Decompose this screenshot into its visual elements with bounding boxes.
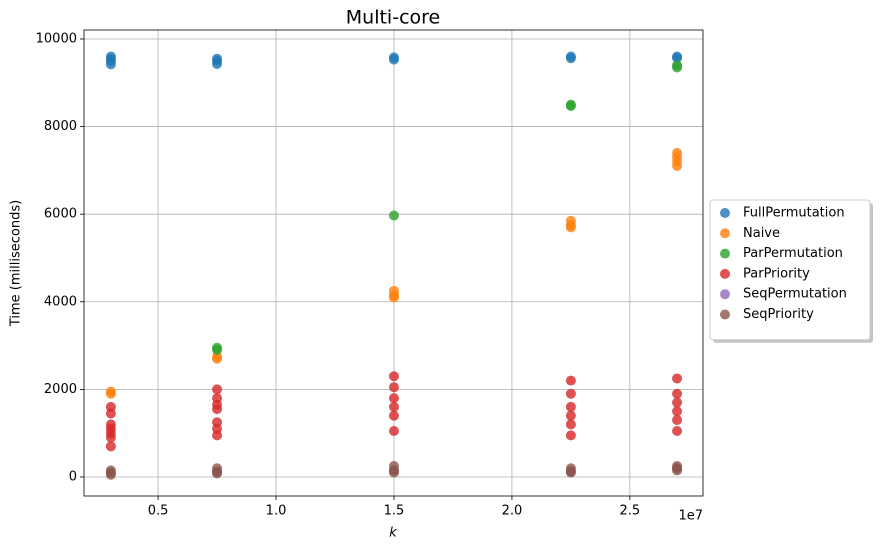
- point: [388, 401, 399, 412]
- point: [212, 353, 223, 364]
- point: [672, 161, 683, 172]
- point: [105, 432, 116, 443]
- point: [672, 397, 683, 408]
- point: [105, 388, 116, 399]
- point: [672, 62, 683, 73]
- y-tick-label: 6000: [44, 207, 77, 222]
- point: [212, 344, 223, 355]
- point: [388, 393, 399, 404]
- point: [388, 292, 399, 303]
- point: [105, 408, 116, 419]
- chart-title: Multi-core: [346, 7, 440, 29]
- x-tick-label: 0.5: [148, 504, 169, 519]
- point: [565, 53, 576, 64]
- point: [105, 59, 116, 70]
- y-tick-label: 10000: [36, 31, 77, 46]
- legend-label: ParPermutation: [743, 246, 843, 261]
- y-tick-label: 0: [69, 469, 77, 484]
- point: [565, 375, 576, 386]
- point: [388, 467, 399, 478]
- point: [388, 382, 399, 393]
- legend-label: Naive: [743, 226, 780, 241]
- point: [105, 469, 116, 480]
- legend-box: [709, 199, 871, 341]
- legend-marker: [720, 268, 730, 279]
- legend-marker: [720, 228, 730, 239]
- y-tick-label: 2000: [44, 382, 77, 397]
- legend-marker: [720, 289, 730, 300]
- point: [565, 410, 576, 421]
- point: [672, 465, 683, 476]
- point: [212, 430, 223, 441]
- point: [212, 58, 223, 69]
- point: [388, 54, 399, 65]
- point: [212, 468, 223, 479]
- point: [565, 401, 576, 412]
- x-tick-label: 2.5: [620, 504, 641, 519]
- legend-marker: [720, 248, 730, 259]
- point: [672, 388, 683, 399]
- point: [105, 441, 116, 452]
- legend-label: SeqPriority: [743, 307, 814, 322]
- point: [672, 373, 683, 384]
- legend-marker: [720, 309, 730, 320]
- point: [388, 425, 399, 436]
- y-axis-label: Time (milliseconds): [9, 200, 24, 327]
- point: [565, 467, 576, 478]
- point: [388, 410, 399, 421]
- legend-marker: [720, 208, 730, 218]
- point: [212, 384, 223, 395]
- x-offset-label: 1e7: [678, 509, 703, 524]
- point: [212, 404, 223, 415]
- legend-label: SeqPermutation: [743, 287, 847, 302]
- legend-label: ParPriority: [743, 266, 810, 281]
- point: [672, 415, 683, 426]
- point: [672, 425, 683, 436]
- x-axis-label: k: [389, 526, 397, 541]
- y-tick-label: 4000: [44, 294, 77, 309]
- point: [672, 406, 683, 417]
- point: [565, 419, 576, 430]
- point: [565, 222, 576, 233]
- point: [388, 210, 399, 221]
- point: [565, 430, 576, 441]
- x-tick-label: 2.0: [502, 504, 523, 519]
- x-tick-label: 1.5: [384, 504, 405, 519]
- legend-label: FullPermutation: [743, 206, 845, 221]
- x-tick-label: 1.0: [266, 504, 287, 519]
- y-tick-label: 8000: [44, 119, 77, 134]
- point: [565, 388, 576, 399]
- point: [672, 52, 683, 63]
- point: [565, 100, 576, 111]
- plot-frame: [83, 29, 704, 497]
- point: [388, 371, 399, 382]
